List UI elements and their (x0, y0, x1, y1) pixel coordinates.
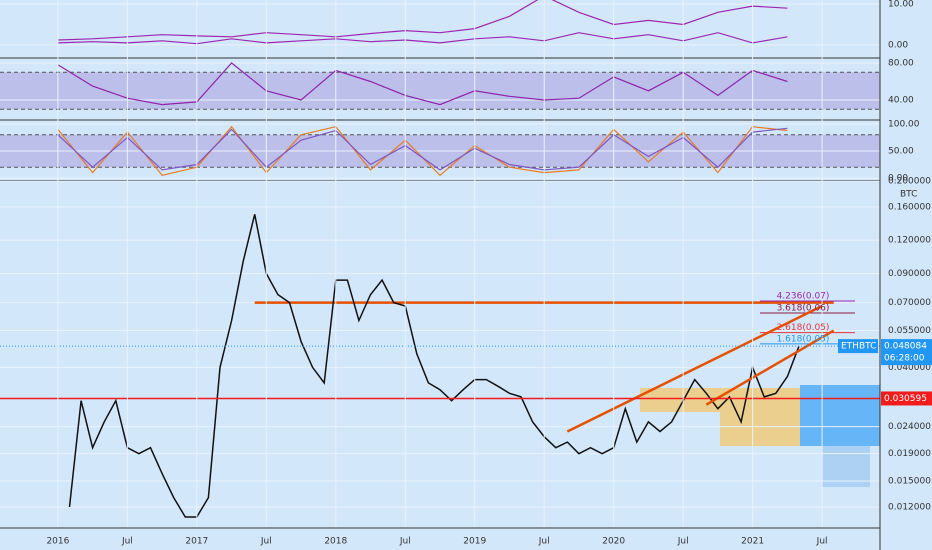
fib-label: 2.618(0.05) (777, 323, 830, 333)
price-box (881, 391, 932, 406)
x-tick-label: Jul (121, 537, 133, 547)
x-tick-label: Jul (538, 537, 550, 547)
y-tick-label: 0.120000 (888, 236, 931, 246)
x-tick-label: 2017 (185, 537, 208, 547)
x-tick-label: 2020 (602, 537, 625, 547)
y-tick-label: 0.019000 (888, 449, 931, 459)
y-tick-label: 0.055000 (888, 326, 931, 336)
x-tick-label: Jul (677, 537, 689, 547)
zone (720, 412, 805, 446)
x-tick-label: 2019 (463, 537, 486, 547)
y-tick-label: 50.00 (888, 147, 914, 157)
y-tick-label: 0.00 (888, 174, 908, 184)
series-line (57, 127, 788, 171)
y-tick-label: 0.040000 (888, 363, 931, 373)
series-line (57, 32, 788, 45)
price-box (881, 339, 932, 366)
y-tick-label: 0.160000 (888, 202, 931, 212)
y-tick-label: 40.00 (888, 96, 914, 106)
panel (0, 62, 880, 110)
price-label: 0.030595 (884, 394, 927, 404)
fib-label: 4.236(0.07) (777, 291, 830, 301)
fib-label: 1.618(0.05) (777, 334, 830, 344)
x-tick-label: Jul (399, 537, 411, 547)
y-tick-label: 0.012000 (888, 502, 931, 512)
series-line (57, 0, 788, 41)
x-tick-label: 2018 (324, 537, 347, 547)
zones (640, 385, 880, 487)
series-line (68, 214, 800, 518)
y-tick-label: 100.00 (888, 119, 920, 129)
y-tick-label: 0.015000 (888, 477, 931, 487)
series-line (57, 62, 788, 106)
trend-line (566, 304, 823, 433)
zone (640, 388, 800, 412)
countdown-label: 06:28:00 (884, 354, 925, 364)
fib-label: 3.618(0.06) (777, 303, 830, 313)
y-tick-label: 10.00 (888, 0, 914, 10)
panel (0, 123, 880, 179)
volume-profile (822, 446, 870, 487)
x-tick-label: Jul (816, 537, 828, 547)
x-tick-label: 2016 (46, 537, 69, 547)
x-tick-label: Jul (260, 537, 272, 547)
symbol-label: ETHBTC (841, 342, 876, 352)
y-tick-label: 80.00 (888, 58, 914, 68)
trend-line (705, 329, 835, 406)
y-tick-label: 0.200000 (888, 177, 931, 187)
price-label: 0.048084 (884, 342, 927, 352)
x-tick-label: 2021 (741, 537, 764, 547)
panel (0, 0, 880, 46)
y-tick-label: 0.00 (888, 40, 908, 50)
y-tick-label: 0.090000 (888, 269, 931, 279)
unit-label: BTC (900, 190, 917, 200)
band (0, 72, 880, 110)
volume-profile (800, 385, 880, 446)
symbol-box (838, 339, 878, 354)
y-tick-label: 0.024000 (888, 422, 931, 432)
y-tick-label: 0.070000 (888, 298, 931, 308)
